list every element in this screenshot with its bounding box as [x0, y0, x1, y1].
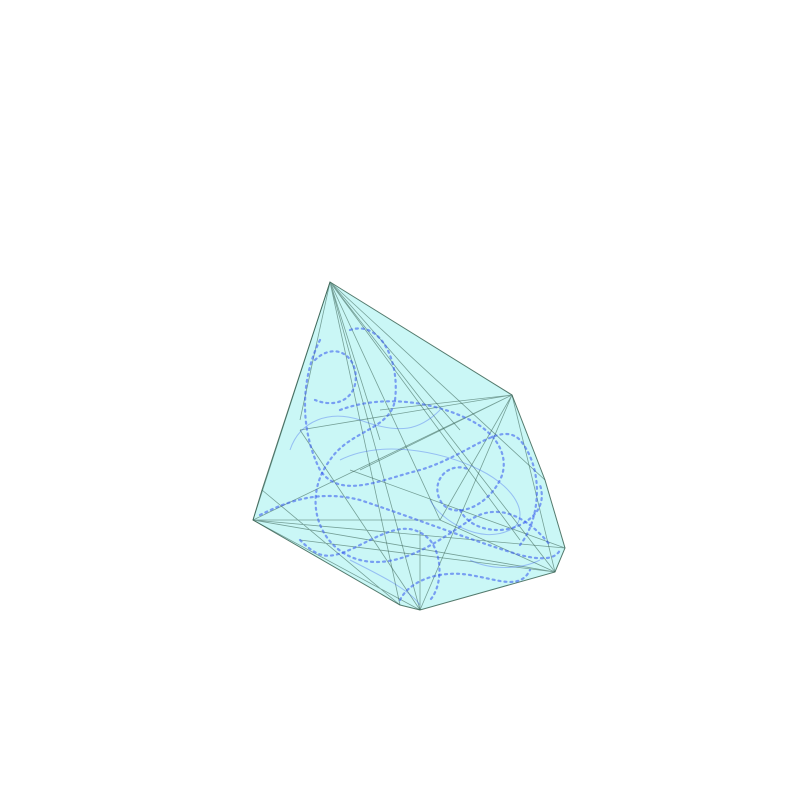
curve [314, 327, 552, 563]
point-traces [289, 409, 541, 606]
curve [338, 400, 505, 512]
trace [349, 559, 541, 606]
edge [252, 394, 556, 611]
curve [313, 350, 543, 532]
curve [258, 494, 562, 560]
edge [252, 429, 566, 611]
point-curves [258, 327, 562, 602]
trace [339, 448, 521, 535]
trace [289, 409, 441, 451]
curve [298, 527, 441, 602]
curve [398, 568, 532, 602]
curve [303, 338, 538, 547]
